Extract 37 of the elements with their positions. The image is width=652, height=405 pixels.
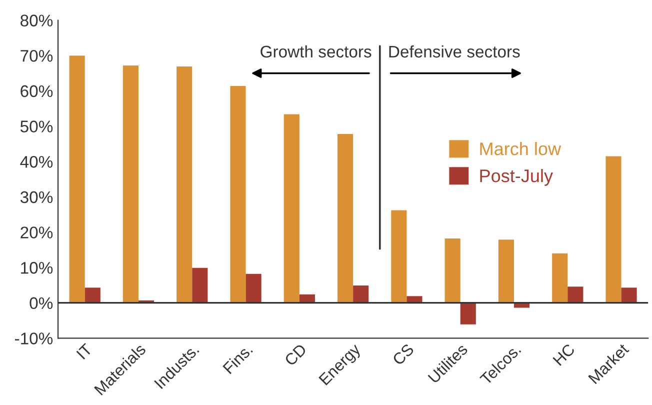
bar <box>176 66 192 303</box>
y-tick-label: 70% <box>20 50 53 62</box>
bar <box>69 56 85 303</box>
x-tick-label: IT <box>76 343 93 360</box>
bar <box>230 86 246 303</box>
bar <box>122 65 138 303</box>
y-tick-label: 0% <box>30 297 53 310</box>
y-tick-label: 50% <box>20 120 53 132</box>
bar <box>391 210 407 303</box>
legend-label: March low <box>480 142 562 156</box>
annotation: Growth sectors <box>260 45 372 58</box>
y-tick-label: 40% <box>20 156 53 168</box>
bar <box>192 268 208 303</box>
y-tick-label: 80% <box>20 14 53 26</box>
annotation: Defensive sectors <box>389 45 520 58</box>
bar <box>353 286 369 303</box>
y-tick-label: 30% <box>20 191 53 204</box>
y-tick-label: -10% <box>15 332 53 344</box>
y-tick-label: 10% <box>21 262 53 274</box>
bar <box>284 114 300 303</box>
bar <box>338 134 354 303</box>
bar <box>621 288 637 303</box>
x-tick-label: CS <box>392 343 414 366</box>
bar <box>444 238 460 303</box>
legend-label: Post-July <box>480 169 553 186</box>
bar <box>460 302 476 324</box>
x-tick-label: HC <box>552 343 576 366</box>
y-tick-label: 60% <box>20 85 53 98</box>
bar <box>606 156 622 303</box>
y-tick-label: 20% <box>20 226 53 238</box>
bar <box>84 288 100 303</box>
bar <box>498 240 514 303</box>
x-tick-label: Fins. <box>222 343 254 374</box>
bar <box>552 253 568 303</box>
bar <box>246 274 262 303</box>
x-tick-label: CD <box>284 343 308 366</box>
bar <box>568 286 584 303</box>
